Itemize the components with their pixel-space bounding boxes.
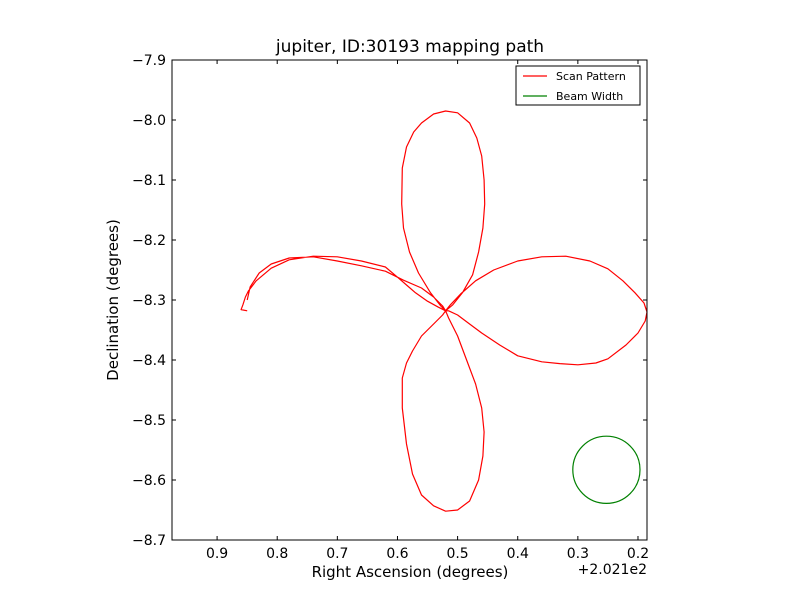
x-tick-label: 0.8 <box>266 546 288 562</box>
y-tick-label: −8.2 <box>132 233 166 249</box>
legend-box <box>515 65 641 106</box>
x-tick-label: 0.2 <box>627 546 649 562</box>
legend: Scan Pattern Beam Width <box>515 65 641 106</box>
scan-pattern-line <box>240 110 648 512</box>
y-tick-label: −8.3 <box>132 293 166 309</box>
legend-label-scan-pattern: Scan Pattern <box>556 70 626 83</box>
beam-width-circle <box>572 435 641 504</box>
y-tick-label: −8.1 <box>132 173 166 189</box>
y-tick-label: −8.4 <box>132 353 166 369</box>
y-tick-label: −8.0 <box>132 113 166 129</box>
y-tick-label: −8.6 <box>132 473 166 489</box>
chart-title: jupiter, ID:30193 mapping path <box>275 37 544 57</box>
y-tick-label: −8.7 <box>132 533 166 549</box>
plot-area: 0.9 0.8 0.7 0.6 0.5 0.4 0.3 0.2 −7.9 −8.0 −8.1 −8.2… <box>132 53 649 562</box>
y-tick-label: −8.5 <box>132 413 166 429</box>
x-tick-label: 0.9 <box>206 546 228 562</box>
axes-background <box>172 60 647 540</box>
x-tick-label: 0.5 <box>446 546 468 562</box>
x-tick-label: 0.4 <box>507 546 529 562</box>
x-offset-text: +2.021e2 <box>578 562 647 578</box>
x-tick-label: 0.3 <box>567 546 589 562</box>
x-tick-label: 0.7 <box>326 546 348 562</box>
x-axis-label: Right Ascension (degrees) <box>312 563 509 581</box>
x-tick-label: 0.6 <box>386 546 408 562</box>
y-tick-label: −7.9 <box>132 53 166 69</box>
series-layer <box>240 110 648 512</box>
tick-layer: 0.9 0.8 0.7 0.6 0.5 0.4 0.3 0.2 −7.9 −8.0 −8.1 −8.2… <box>132 53 649 562</box>
y-axis-label: Declination (degrees) <box>104 219 122 381</box>
legend-label-beam-width: Beam Width <box>556 90 623 103</box>
